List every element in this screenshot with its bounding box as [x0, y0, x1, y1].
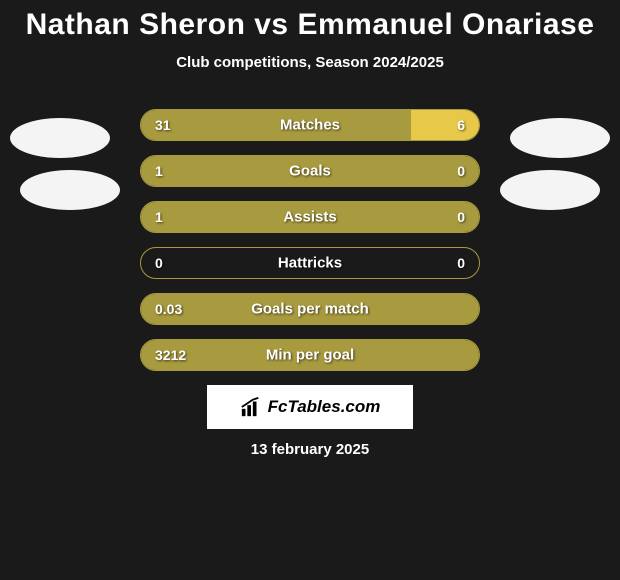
page-title: Nathan Sheron vs Emmanuel Onariase: [0, 8, 620, 42]
bar-left: [141, 110, 411, 140]
stat-row-assists: 1 Assists 0: [140, 201, 480, 233]
stat-value-right: 0: [457, 255, 465, 271]
bar-right: [411, 110, 479, 140]
stat-value-right: 6: [457, 117, 465, 133]
stat-value-left: 3212: [155, 347, 186, 363]
stat-value-left: 31: [155, 117, 171, 133]
stat-label: Hattricks: [278, 255, 342, 272]
stat-label: Assists: [283, 209, 336, 226]
stat-row-goals: 1 Goals 0: [140, 155, 480, 187]
stat-row-goals-per-match: 0.03 Goals per match: [140, 293, 480, 325]
date-label: 13 february 2025: [0, 441, 620, 458]
fctables-logo: FcTables.com: [207, 385, 413, 429]
stats-area: 31 Matches 6 1 Goals 0 1 Assists 0 0 Hat…: [0, 109, 620, 371]
stat-row-min-per-goal: 3212 Min per goal: [140, 339, 480, 371]
stat-value-left: 0.03: [155, 301, 182, 317]
stat-value-right: 0: [457, 209, 465, 225]
logo-text: FcTables.com: [268, 397, 381, 417]
comparison-infographic: Nathan Sheron vs Emmanuel Onariase Club …: [0, 0, 620, 458]
stat-value-right: 0: [457, 163, 465, 179]
stat-row-hattricks: 0 Hattricks 0: [140, 247, 480, 279]
stat-label: Matches: [280, 117, 340, 134]
stat-label: Min per goal: [266, 347, 354, 364]
subtitle: Club competitions, Season 2024/2025: [0, 54, 620, 71]
stat-value-left: 0: [155, 255, 163, 271]
stat-row-matches: 31 Matches 6: [140, 109, 480, 141]
chart-icon: [240, 396, 262, 418]
stat-value-left: 1: [155, 209, 163, 225]
stat-value-left: 1: [155, 163, 163, 179]
stat-label: Goals per match: [251, 301, 369, 318]
stat-label: Goals: [289, 163, 331, 180]
